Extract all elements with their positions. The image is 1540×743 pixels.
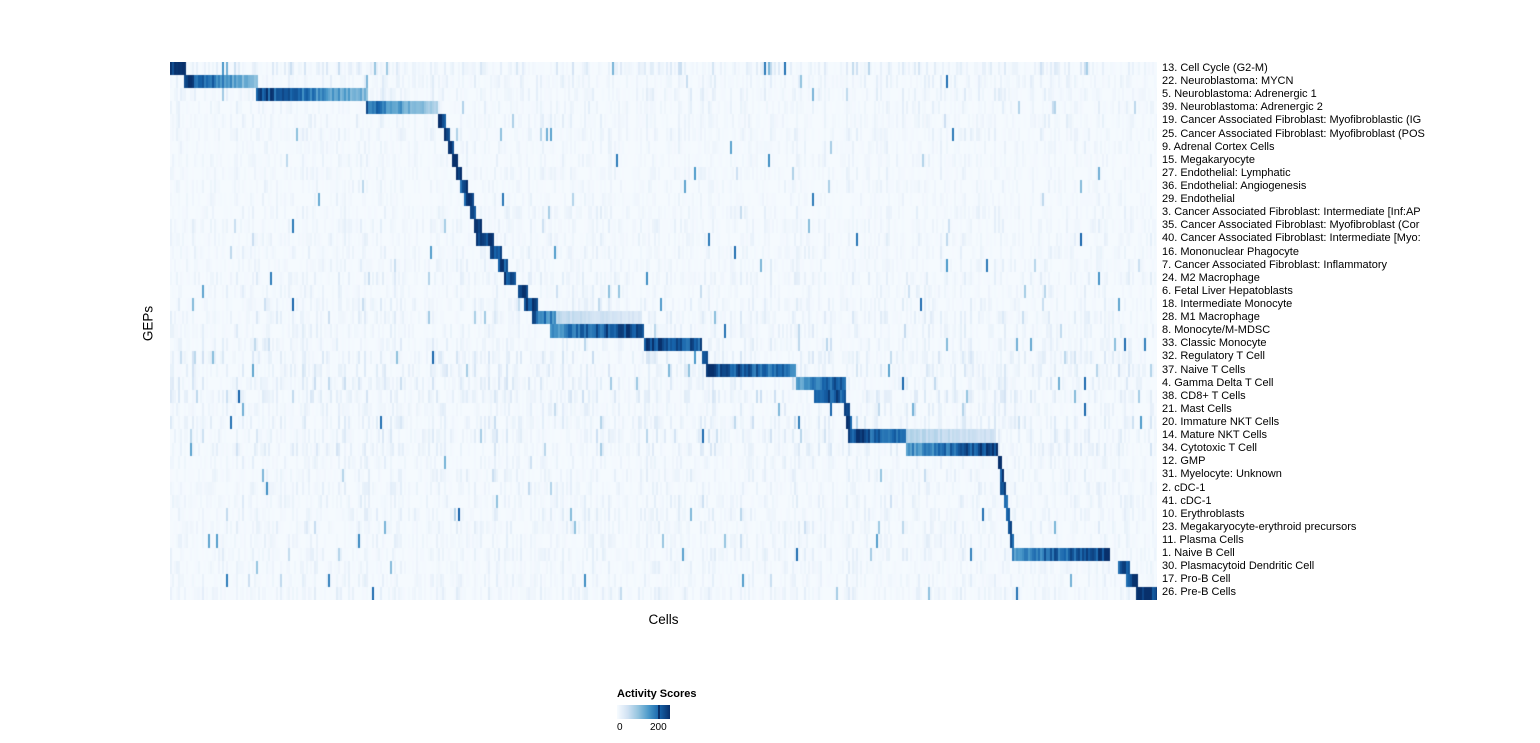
legend-title: Activity Scores: [617, 688, 697, 700]
gep-row-label: 38. CD8+ T Cells: [1162, 389, 1246, 402]
gep-row-label: 18. Intermediate Monocyte: [1162, 297, 1293, 310]
colorbar-tick-labels: 0 200: [617, 722, 697, 734]
gep-row-label: 6. Fetal Liver Hepatoblasts: [1162, 284, 1293, 297]
gep-row-label: 37. Naive T Cells: [1162, 363, 1246, 376]
gep-row-label: 9. Adrenal Cortex Cells: [1162, 140, 1275, 153]
gep-row-label: 13. Cell Cycle (G2-M): [1162, 62, 1268, 74]
gep-row-label: 25. Cancer Associated Fibroblast: Myofib…: [1162, 127, 1425, 140]
gep-row-label: 32. Regulatory T Cell: [1162, 350, 1265, 363]
x-axis-label: Cells: [648, 612, 679, 627]
gep-row-label: 23. Megakaryocyte-erythroid precursors: [1162, 520, 1357, 533]
gep-row-label: 35. Cancer Associated Fibroblast: Myofib…: [1162, 219, 1420, 232]
gep-row-label: 21. Mast Cells: [1162, 402, 1232, 415]
gep-row-label: 15. Megakaryocyte: [1162, 153, 1255, 166]
heatmap-canvas: [170, 62, 1157, 600]
gep-row-label: 30. Plasmacytoid Dendritic Cell: [1162, 560, 1315, 573]
gep-row-label: 19. Cancer Associated Fibroblast: Myofib…: [1162, 114, 1422, 127]
colorbar-legend: Activity Scores 0 200: [617, 688, 697, 734]
gep-row-label: 16. Mononuclear Phagocyte: [1162, 245, 1299, 258]
gep-row-label: 8. Monocyte/M-MDSC: [1162, 324, 1271, 337]
gep-row-label: 34. Cytotoxic T Cell: [1162, 442, 1257, 455]
gep-row-label: 12. GMP: [1162, 455, 1206, 468]
gep-row-label: 20. Immature NKT Cells: [1162, 415, 1280, 428]
gep-row-label: 17. Pro-B Cell: [1162, 573, 1231, 586]
gep-row-label: 36. Endothelial: Angiogenesis: [1162, 179, 1307, 192]
gep-row-label: 39. Neuroblastoma: Adrenergic 2: [1162, 101, 1323, 114]
gep-row-label: 26. Pre-B Cells: [1162, 586, 1236, 599]
gep-row-label: 29. Endothelial: [1162, 193, 1235, 206]
gep-row-label: 31. Myelocyte: Unknown: [1162, 468, 1282, 481]
gep-row-label: 10. Erythroblasts: [1162, 507, 1245, 520]
gep-row-label: 5. Neuroblastoma: Adrenergic 1: [1162, 88, 1317, 101]
gep-row-labels: 13. Cell Cycle (G2-M) 22. Neuroblastoma: …: [1162, 62, 1540, 600]
legend-tick-label-min: 0: [617, 722, 623, 733]
gep-row-label: 41. cDC-1: [1162, 494, 1212, 507]
gep-row-label: 33. Classic Monocyte: [1162, 337, 1267, 350]
heatmap-plot: [170, 62, 1157, 600]
gep-row-label: 22. Neuroblastoma: MYCN: [1162, 75, 1294, 88]
gep-row-label: 1. Naive B Cell: [1162, 547, 1235, 560]
colorbar-gradient: [617, 705, 670, 719]
gep-row-label: 27. Endothelial: Lymphatic: [1162, 166, 1291, 179]
gep-row-label: 40. Cancer Associated Fibroblast: Interm…: [1162, 232, 1421, 245]
legend-tick-label-max: 200: [650, 722, 667, 733]
gep-row-label: 24. M2 Macrophage: [1162, 271, 1260, 284]
gep-row-label: 11. Plasma Cells: [1162, 533, 1244, 546]
gep-row-label: 3. Cancer Associated Fibroblast: Interme…: [1162, 206, 1421, 219]
colorbar-tick-200: [658, 705, 660, 719]
gep-row-label: 14. Mature NKT Cells: [1162, 429, 1267, 442]
gep-row-label: 4. Gamma Delta T Cell: [1162, 376, 1274, 389]
y-axis-label: GEPs: [140, 305, 156, 342]
gep-row-label: 2. cDC-1: [1162, 481, 1206, 494]
gep-row-label: 28. M1 Macrophage: [1162, 311, 1260, 324]
gep-row-label: 7. Cancer Associated Fibroblast: Inflamm…: [1162, 258, 1387, 271]
